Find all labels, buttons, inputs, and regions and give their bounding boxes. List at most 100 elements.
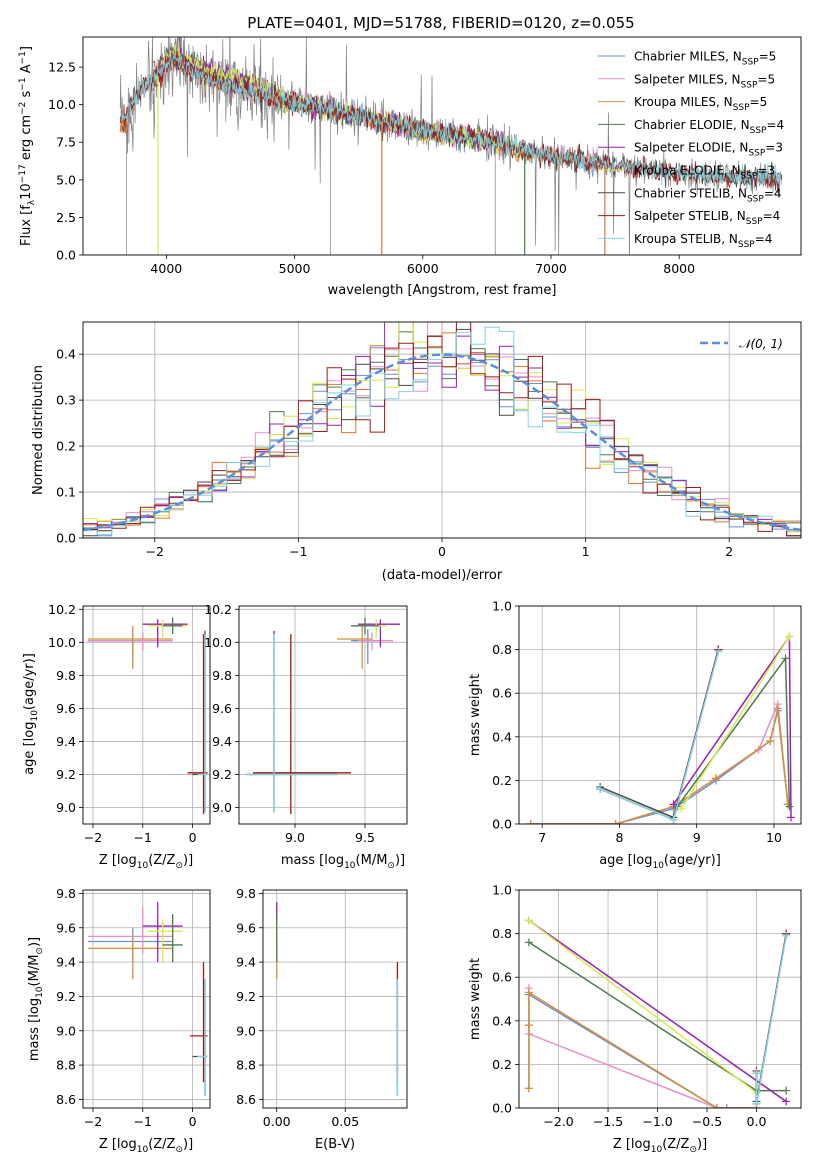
y-tick-label: 9.4 (236, 955, 256, 970)
legend-entry: Salpeter ELODIE, NSSP=3 (634, 141, 783, 159)
y-tick-label: 9.8 (236, 886, 256, 901)
y-tick-label: 9.4 (56, 955, 76, 970)
plot-area (524, 916, 791, 1108)
y-tick-label: 0.8 (492, 926, 512, 941)
legend-entry: Salpeter MILES, NSSP=5 (634, 72, 775, 90)
series-point (722, 1104, 731, 1108)
x-tick-label: 8 (615, 830, 623, 845)
series-line (599, 649, 720, 819)
series-point (524, 988, 533, 997)
series-point (596, 785, 605, 794)
series-point (781, 654, 790, 663)
series-point (782, 1086, 791, 1095)
legend-entry: Kroupa ELODIE, NSSP=3 (634, 164, 775, 182)
y-tick-label: 0.2 (492, 1057, 512, 1072)
y-tick-label: 8.6 (56, 1092, 76, 1107)
series-point (526, 820, 535, 824)
x-tick-label: 9.5 (355, 830, 375, 845)
y-tick-label: 9.0 (56, 800, 76, 815)
y-tick-label: 9.6 (56, 920, 76, 935)
axes-mass-vs-ebv: 0.00 0.05 8.6 8.8 9.0 9.2 9.4 9.6 9.8 E(B-V) (236, 886, 408, 1152)
series-line (530, 703, 789, 824)
axes-age-vs-metallicity: −2 −1 0 9.0 9.2 9.4 9.6 9.8 10.0 10.2 Z [log10(Z/Z… (22, 602, 211, 871)
x-tick-label: −1 (134, 830, 152, 845)
y-tick-label: 9.6 (56, 701, 76, 716)
y-tick-label: 0.4 (492, 729, 512, 744)
legend-entry: Chabrier STELIB, NSSP=4 (634, 186, 782, 204)
series-point (524, 916, 533, 925)
x-tick-label: 0 (438, 544, 446, 559)
y-tick-label: 9.0 (56, 1023, 76, 1038)
series-point (669, 800, 678, 809)
axes-frame (518, 605, 802, 825)
x-axis-label: (data-model)/error (382, 568, 503, 583)
x-tick-label: 4000 (150, 261, 182, 276)
axes-mass-weight-vs-metallicity: −2.0 −1.5 −1.0 −0.5 0.0 0.0 0.2 0.4 0.6 0.8 1.0 Z [… (468, 883, 802, 1155)
series-line (530, 708, 789, 824)
y-tick-label: 10.2 (48, 602, 76, 617)
y-tick-label: 10.2 (204, 602, 232, 617)
y-axis-label: age [log10(age/yr)] (22, 653, 40, 775)
series-point (752, 1099, 761, 1108)
series-line (530, 710, 789, 824)
y-tick-label: 8.6 (236, 1092, 256, 1107)
x-tick-label: 0.0 (747, 1114, 767, 1129)
x-tick-label: −2 (84, 1114, 102, 1129)
series-line (680, 636, 791, 810)
y-tick-label: 1.0 (492, 599, 512, 614)
y-tick-label: 0.6 (492, 686, 512, 701)
axes-frame (82, 321, 802, 539)
legend-entry: Kroupa STELIB, NSSP=4 (634, 232, 772, 250)
x-axis-label: age [log10(age/yr)] (599, 853, 721, 871)
y-tick-label: 2.5 (56, 210, 76, 225)
x-tick-label: 2 (725, 544, 733, 559)
y-tick-label: 9.2 (56, 989, 76, 1004)
y-tick-label: 9.6 (236, 920, 256, 935)
series-point (524, 1021, 533, 1030)
series-point (669, 815, 678, 824)
y-tick-label: 10.0 (204, 635, 232, 650)
y-tick-label: 0.8 (492, 642, 512, 657)
legend-entry: Chabrier ELODIE, NSSP=4 (634, 118, 784, 136)
x-tick-label: 0.00 (263, 1114, 291, 1129)
y-tick-label: 0.4 (56, 347, 76, 362)
y-tick-label: 0.4 (492, 1013, 512, 1028)
x-tick-label: −2 (146, 544, 164, 559)
plot-area (119, 37, 783, 255)
axes-age-vs-mass: 9.0 9.5 9.0 9.2 9.4 9.6 9.8 10.0 10.2 mass [log10… (204, 602, 408, 871)
series-point (677, 804, 686, 813)
x-axis-label: mass [log10(M/M⊙)] (281, 853, 405, 871)
x-tick-label: 9.0 (285, 830, 305, 845)
x-tick-label: 9 (693, 830, 701, 845)
series-line (528, 919, 757, 1094)
x-tick-label: 8000 (663, 261, 695, 276)
x-tick-label: 0.05 (331, 1114, 359, 1129)
y-tick-label: 9.4 (56, 734, 76, 749)
y-tick-label: 0.2 (492, 773, 512, 788)
series-point (524, 938, 533, 947)
y-tick-label: 9.8 (56, 886, 76, 901)
y-axis-label: Normed distribution (31, 365, 46, 495)
y-tick-label: 7.5 (56, 135, 76, 150)
series-point (524, 1084, 533, 1093)
y-tick-label: 0.0 (56, 531, 76, 546)
y-tick-label: 1.0 (492, 883, 512, 898)
y-tick-label: 9.2 (212, 767, 232, 782)
y-tick-label: 12.5 (48, 60, 76, 75)
x-tick-label: −1 (289, 544, 307, 559)
axes-frame (82, 605, 211, 825)
legend: Chabrier MILES, NSSP=5 Salpeter MILES, NS… (598, 50, 784, 250)
residual-histogram (83, 326, 801, 536)
y-tick-label: 9.0 (236, 1023, 256, 1038)
residual-histogram (83, 322, 801, 537)
plot-area (246, 617, 400, 815)
series-point (785, 632, 794, 641)
y-tick-label: 10.0 (48, 635, 76, 650)
axes-mass-vs-metallicity: −2 −1 0 8.6 8.8 9.0 9.2 9.4 9.6 9.8 Z [log10(Z/Z⊙)… (27, 886, 211, 1155)
series-point (712, 1104, 721, 1108)
y-tick-label: 0.6 (492, 970, 512, 985)
x-tick-label: 6000 (407, 261, 439, 276)
y-tick-label: 9.8 (56, 668, 76, 683)
page-title: PLATE=0401, MJD=51788, FIBERID=0120, z=0… (247, 14, 634, 32)
